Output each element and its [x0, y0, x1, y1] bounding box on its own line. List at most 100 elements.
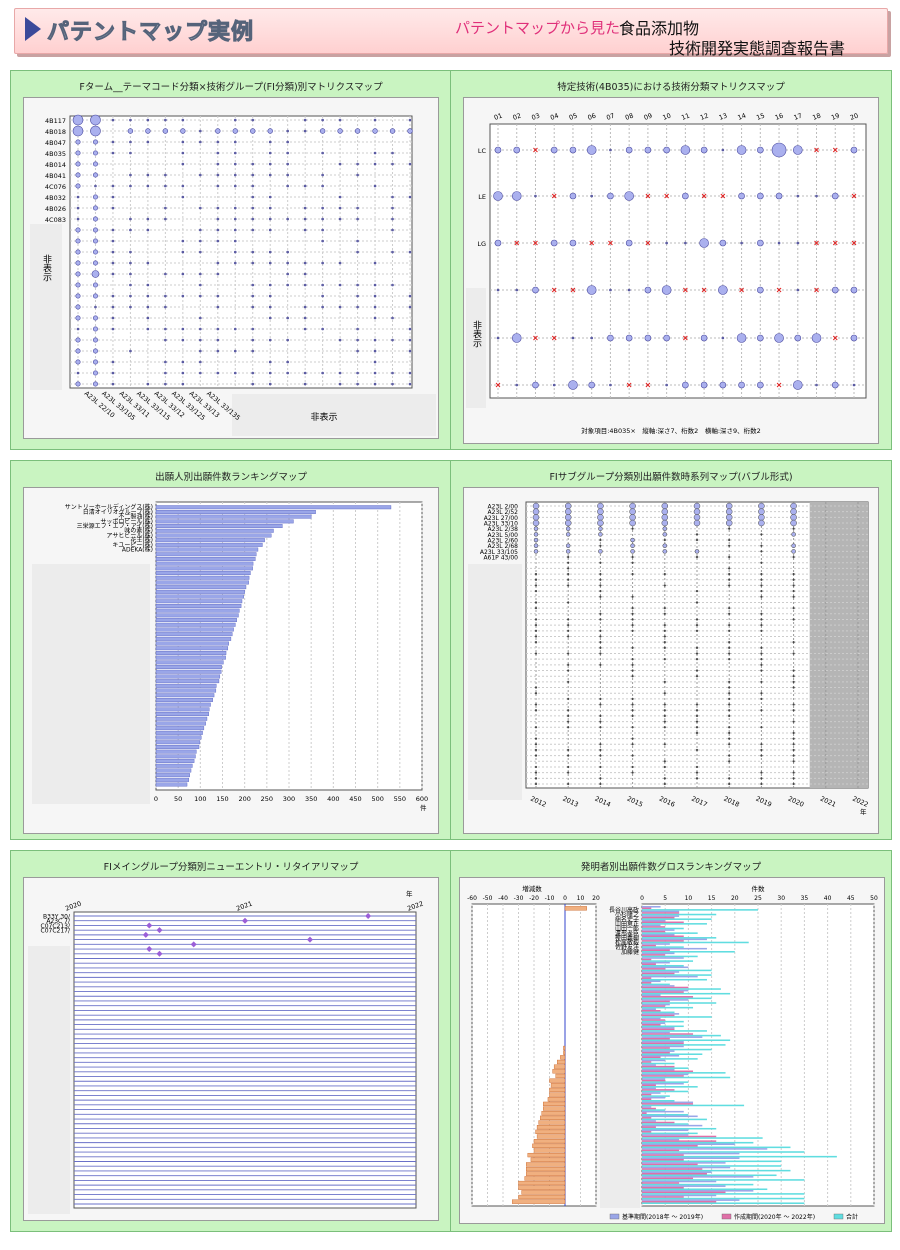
bubble	[721, 336, 725, 340]
bubble	[663, 629, 666, 632]
bubble	[695, 765, 699, 769]
bubble	[760, 663, 763, 667]
bubble	[268, 283, 272, 287]
total-bar	[642, 937, 717, 939]
total-bar	[642, 1160, 782, 1163]
bar	[155, 749, 197, 754]
base-period-bar	[642, 1064, 656, 1066]
bar	[155, 777, 190, 782]
change-bar	[549, 1092, 566, 1097]
bubble	[321, 261, 324, 265]
bubble	[695, 709, 699, 712]
bubble	[251, 283, 255, 287]
bar-category-label: 花王(株)	[130, 536, 153, 544]
current-period-bar	[642, 1098, 652, 1101]
bubble	[233, 140, 237, 144]
base-period-bar	[642, 1180, 717, 1183]
x-tick-label: 2022	[406, 900, 424, 913]
bubble	[644, 146, 652, 154]
bubble	[216, 338, 220, 342]
bar	[155, 726, 205, 731]
right-tick-label: 40	[824, 895, 832, 902]
total-bar	[642, 1197, 805, 1200]
inventor-label: 加藤健	[621, 948, 639, 956]
bubble	[338, 261, 342, 265]
bubble	[111, 140, 115, 144]
bar	[155, 702, 211, 707]
bubble	[534, 754, 538, 757]
bubble	[728, 641, 731, 644]
bubble	[164, 184, 167, 188]
change-bar	[557, 1059, 566, 1065]
bubble	[792, 669, 795, 672]
bar	[155, 608, 240, 613]
bubble	[373, 349, 377, 353]
bubble	[164, 118, 167, 122]
bubble	[599, 538, 602, 542]
bubble	[534, 606, 538, 610]
change-bar	[549, 1087, 566, 1093]
base-period-bar	[642, 980, 661, 983]
plot-area: 2012 2013 2014 2015 2016 2017 2018 2019 2020 2021…	[463, 487, 879, 834]
total-bar	[642, 1048, 712, 1051]
bubble	[760, 652, 763, 655]
cross-mark	[683, 335, 688, 341]
bubble	[631, 737, 634, 740]
bubble	[728, 584, 731, 587]
bubble	[792, 380, 803, 390]
row-label: 4C076	[45, 183, 66, 191]
bar	[155, 646, 229, 651]
bubble	[286, 371, 289, 375]
base-period-bar	[642, 1045, 684, 1048]
current-period-bar	[642, 1014, 675, 1017]
base-period-bar	[642, 1059, 666, 1062]
bubble	[760, 612, 763, 615]
bubble	[550, 239, 558, 247]
current-period-bar	[642, 1107, 656, 1110]
cross-mark	[814, 240, 819, 246]
bubble	[494, 239, 502, 247]
base-period-bar	[642, 1171, 712, 1173]
bubble	[565, 543, 571, 548]
bubble	[164, 217, 167, 221]
bubble	[251, 118, 255, 122]
bubble	[286, 173, 289, 177]
bubble	[92, 260, 98, 266]
current-period-bar	[642, 926, 666, 928]
cross-mark	[533, 240, 538, 246]
row-label: A23L 2/38	[488, 526, 519, 533]
x-tick-label: 2012	[529, 795, 547, 809]
base-period-bar	[642, 1096, 666, 1099]
bubble	[631, 714, 634, 718]
bubble	[663, 641, 666, 644]
base-period-bar	[642, 910, 680, 913]
current-period-bar	[642, 944, 656, 947]
cross-mark	[814, 147, 819, 153]
header-topic: 食品添加物	[619, 19, 700, 38]
panel-new-entry-retire: FIメイングループ分類別ニューエントリ・リタイアリマップ 2020 2021 202…	[10, 850, 452, 1232]
row-label: A23L 2/60	[488, 538, 519, 545]
total-bar	[642, 1151, 805, 1153]
base-period-bar	[642, 1157, 740, 1159]
bubble	[597, 514, 604, 521]
header-banner: パテントマップ実例 パテントマップから見た 食品添加物 技術開発実態調査報告書	[14, 8, 888, 58]
total-bar	[642, 978, 707, 981]
bubble	[568, 380, 578, 390]
bubble	[850, 146, 858, 154]
bubble	[760, 572, 763, 576]
bubble	[792, 782, 795, 786]
bubble	[757, 334, 764, 342]
bubble	[599, 663, 602, 667]
bubble	[631, 561, 634, 564]
bubble	[216, 206, 220, 210]
bubble	[663, 635, 666, 638]
bubble	[629, 519, 636, 527]
bubble	[199, 140, 202, 144]
total-bar	[642, 1188, 768, 1191]
cross-mark	[739, 287, 744, 293]
bubble	[760, 748, 763, 752]
bubble	[665, 383, 668, 387]
bubble	[758, 508, 765, 515]
bar	[155, 697, 213, 702]
bubble	[251, 184, 255, 188]
